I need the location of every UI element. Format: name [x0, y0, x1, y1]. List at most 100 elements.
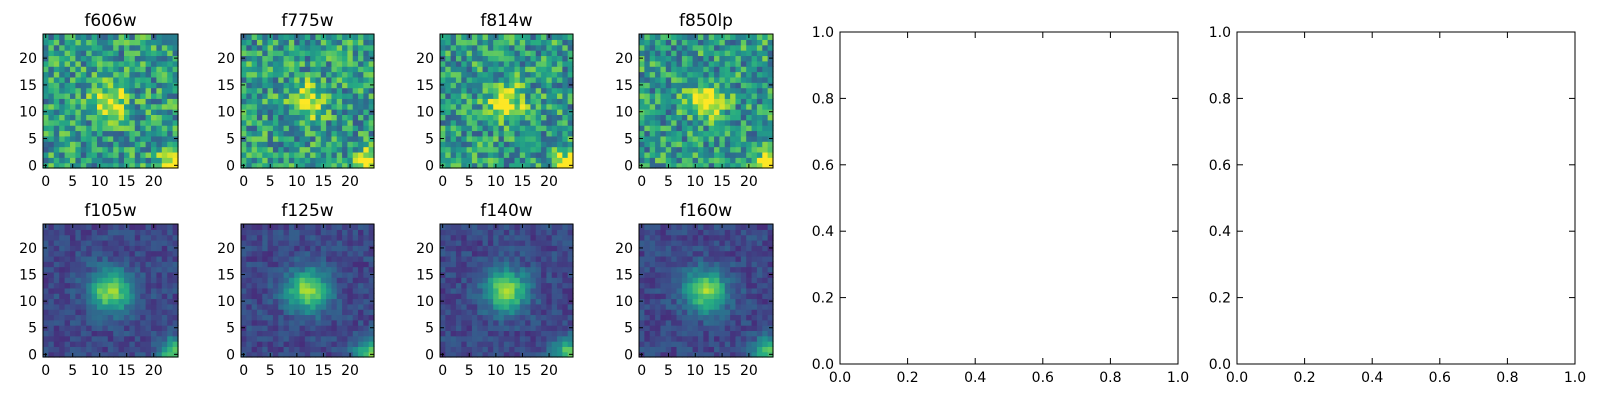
image-cell	[665, 109, 672, 115]
image-cell	[53, 293, 60, 300]
image-cell	[172, 119, 179, 126]
image-cell	[665, 55, 672, 62]
image-cell	[525, 330, 532, 337]
image-cell	[740, 71, 747, 78]
image-cell	[113, 71, 120, 78]
image-cell	[352, 34, 359, 40]
image-cell	[161, 287, 168, 294]
image-cell	[541, 55, 547, 62]
image-cell	[118, 82, 125, 89]
image-cell	[124, 298, 130, 305]
image-cell	[730, 303, 737, 310]
image-cell	[80, 71, 87, 78]
image-cell	[86, 39, 93, 46]
image-cell	[714, 293, 720, 300]
image-cell	[535, 130, 542, 137]
image-cell	[665, 146, 672, 153]
image-cell	[368, 103, 375, 110]
image-cell	[91, 34, 98, 40]
image-cell	[80, 319, 87, 326]
image-cell	[342, 330, 348, 337]
image-cell	[639, 114, 645, 121]
image-cell	[315, 92, 322, 99]
image-cell	[288, 76, 295, 83]
image-cell	[278, 261, 285, 268]
image-cell	[498, 87, 505, 94]
image-cell	[692, 157, 699, 164]
image-cell	[107, 76, 114, 83]
image-cell	[525, 66, 532, 73]
image-cell	[557, 325, 563, 331]
image-cell	[59, 60, 66, 67]
image-cell	[482, 351, 489, 358]
image-cell	[466, 103, 473, 110]
image-cell	[692, 346, 699, 353]
image-cell	[493, 309, 500, 316]
image-cell	[708, 351, 715, 358]
image-cell	[102, 224, 109, 230]
image-cell	[461, 335, 468, 342]
image-cell	[509, 87, 516, 94]
image-cell	[326, 141, 333, 148]
image-cell	[493, 245, 500, 252]
image-cell	[59, 287, 66, 294]
image-cell	[336, 103, 343, 110]
image-cell	[493, 330, 500, 337]
image-cell	[724, 325, 731, 331]
image-cell	[331, 234, 338, 241]
image-cell	[530, 162, 537, 169]
image-cell	[129, 162, 136, 169]
panel-title: f140w	[480, 201, 532, 221]
image-cell	[368, 229, 375, 236]
image-cell	[719, 293, 726, 300]
image-cell	[724, 125, 731, 132]
image-cell	[503, 162, 510, 169]
image-cell	[639, 277, 645, 284]
image-cell	[75, 293, 82, 300]
image-cell	[487, 50, 494, 57]
image-cell	[546, 335, 553, 342]
image-cell	[530, 60, 537, 67]
image-cell	[326, 224, 333, 230]
image-cell	[735, 303, 742, 310]
image-cell	[756, 103, 763, 110]
image-cell	[368, 34, 375, 40]
image-cell	[241, 287, 247, 294]
image-cell	[567, 76, 574, 83]
image-cell	[151, 319, 157, 326]
image-cell	[288, 151, 295, 158]
image-cell	[455, 119, 462, 126]
image-cell	[251, 151, 258, 158]
image-cell	[86, 309, 93, 316]
image-cell	[503, 141, 510, 148]
image-cell	[80, 55, 87, 62]
image-cell	[331, 346, 338, 353]
image-cell	[53, 239, 60, 246]
image-cell	[320, 55, 327, 62]
image-cell	[466, 119, 473, 126]
image-cell	[655, 157, 662, 164]
image-cell	[97, 125, 103, 132]
image-cell	[118, 314, 125, 321]
image-cell	[129, 76, 136, 83]
image-cell	[43, 282, 49, 289]
image-cell	[342, 103, 348, 110]
image-cell	[546, 157, 553, 164]
image-cell	[655, 39, 662, 46]
image-cell	[145, 109, 152, 115]
image-cell	[310, 261, 317, 268]
image-cell	[530, 330, 537, 337]
image-cell	[347, 114, 354, 121]
image-cell	[681, 55, 688, 62]
image-cell	[509, 130, 516, 137]
image-cell	[756, 82, 763, 89]
image-cell	[358, 76, 364, 83]
image-cell	[530, 351, 537, 358]
image-cell	[719, 298, 726, 305]
image-cell	[326, 60, 333, 67]
image-cell	[48, 76, 55, 83]
image-cell	[358, 245, 364, 252]
image-cell	[75, 282, 82, 289]
image-cell	[342, 224, 348, 230]
image-cell	[304, 71, 311, 78]
